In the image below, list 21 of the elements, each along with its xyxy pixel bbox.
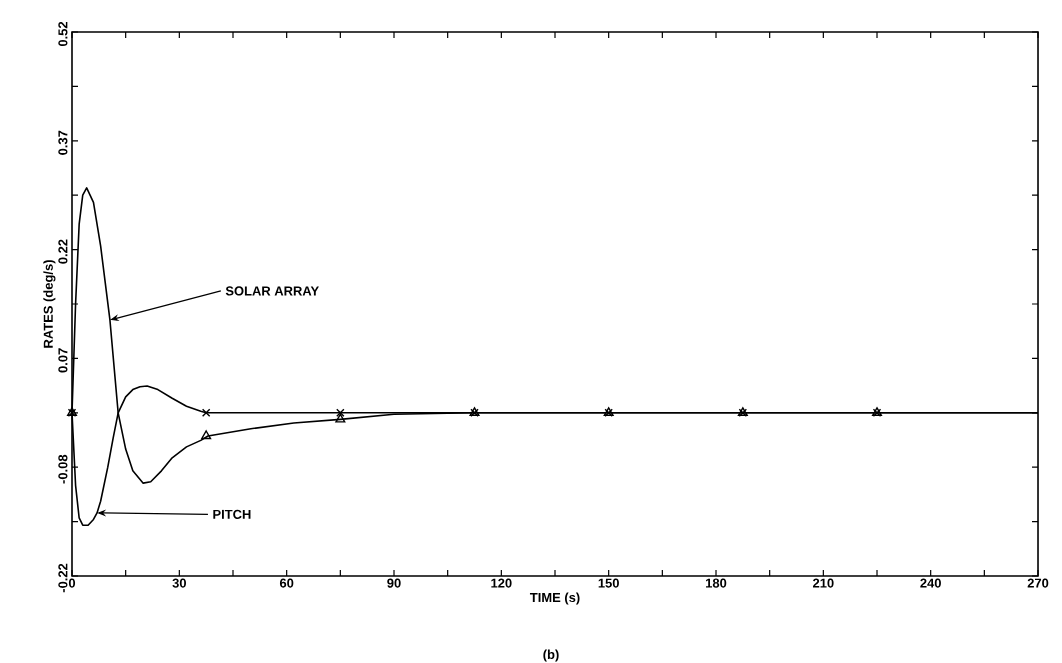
annotation: SOLAR ARRAY bbox=[225, 286, 319, 296]
x-axis-title: TIME (s) bbox=[529, 592, 580, 605]
y-tick-label: 0.22 bbox=[58, 239, 68, 264]
text: (b) bbox=[543, 649, 559, 662]
x-tick-label: 210 bbox=[812, 578, 834, 588]
y-axis-title: RATES (deg/s) bbox=[43, 260, 56, 348]
y-tick-label: 0.52 bbox=[58, 21, 68, 47]
annotation: PITCH bbox=[213, 509, 251, 519]
x-tick-label: 270 bbox=[1027, 578, 1049, 588]
x-tick-label: 240 bbox=[920, 578, 941, 588]
y-tick-label: 0.07 bbox=[58, 348, 68, 373]
x-tick-label: 30 bbox=[172, 578, 186, 588]
y-tick-label: 0.37 bbox=[58, 130, 68, 155]
x-tick-label: 120 bbox=[491, 578, 512, 588]
x-tick-label: 150 bbox=[598, 578, 619, 588]
x-tick-label: 60 bbox=[279, 578, 294, 588]
x-tick-label: 0 bbox=[68, 578, 76, 588]
x-tick-label: 90 bbox=[387, 578, 401, 588]
x-tick-label: 180 bbox=[706, 578, 727, 588]
y-tick-label: -0.22 bbox=[58, 563, 68, 593]
y-tick-label: -0.08 bbox=[58, 454, 68, 484]
